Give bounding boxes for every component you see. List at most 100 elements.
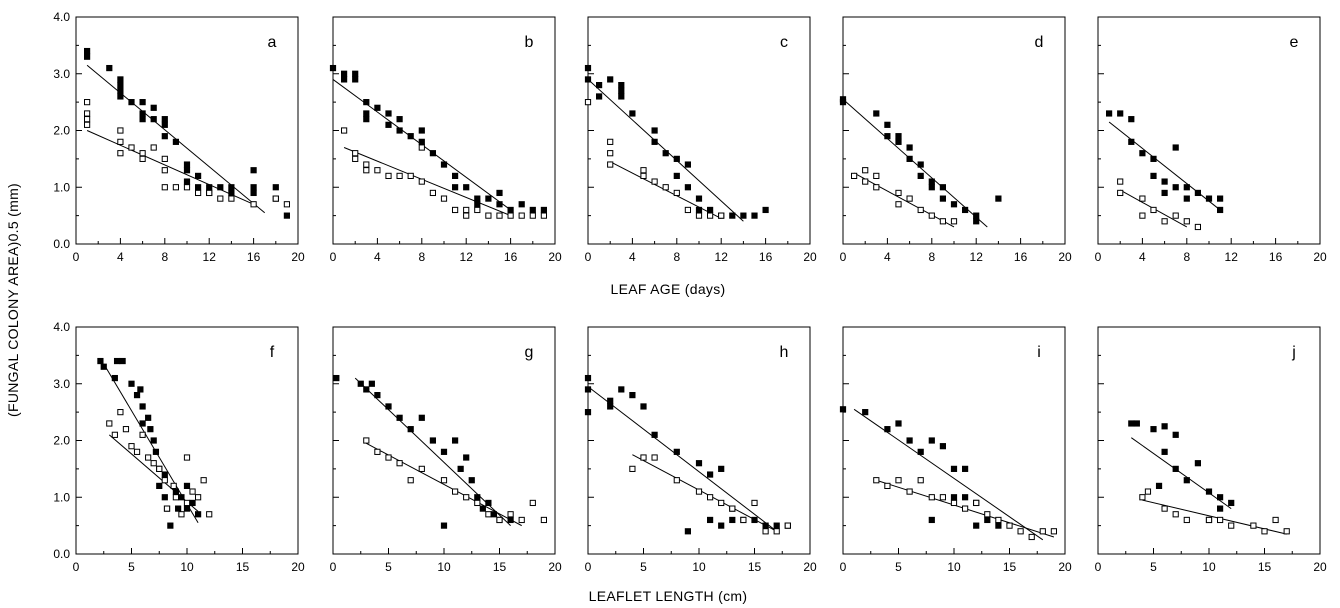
data-point-filled [1205,195,1213,202]
data-point-open [1172,212,1179,219]
data-point-filled [128,380,135,387]
data-point-open [662,184,669,191]
data-point-filled [684,528,691,535]
data-point-open [161,477,168,484]
data-point-filled [1217,206,1224,214]
data-point-filled [740,212,747,219]
data-point-filled [773,522,780,529]
data-point-open [374,167,381,174]
data-point-open [385,454,392,461]
data-point-filled [618,82,625,89]
x-tick-label: 8 [1183,250,1190,264]
data-point-open [1261,528,1268,535]
x-tick-label: 16 [1014,250,1028,264]
x-tick-label: 4 [1139,250,1146,264]
data-point-filled [518,201,525,208]
data-point-open [341,127,348,134]
data-point-open [474,499,481,507]
x-tick-label: 0 [585,250,592,264]
data-point-open [895,201,902,208]
data-point-open [1017,528,1024,535]
data-point-filled [584,409,592,416]
data-point-filled [333,374,340,382]
x-tick-label: 0 [1095,560,1102,574]
data-point-open [463,206,470,214]
x-tick-label: 4 [629,250,636,264]
data-point-filled [195,184,202,191]
regression-line [86,130,254,205]
panel-a: 0 4 8 12 16 20 0.0 1.0 2.0 3.0 4.0 a [53,10,305,264]
data-point-open [1161,505,1168,512]
data-point-filled [973,522,980,529]
data-point-filled [1183,195,1190,202]
data-point-open [928,494,935,501]
data-point-open [84,121,91,128]
data-point-open [1006,522,1013,529]
data-point-open [862,167,869,174]
data-point-filled [418,414,425,421]
data-point-open [128,443,135,450]
data-point-filled [479,505,486,512]
data-point-filled [183,167,191,174]
data-point-filled [995,522,1002,529]
data-point-open [718,212,725,219]
data-point-open [1039,528,1046,535]
x-tick-label: 4 [374,250,381,264]
data-point-filled [113,357,121,365]
data-point-filled [363,386,370,393]
data-point-filled [695,460,703,467]
data-point-filled [150,437,157,444]
data-point-filled [119,357,126,365]
data-point-filled [707,471,714,478]
x-tick-label: 5 [128,560,135,574]
x-tick-label: 5 [385,560,392,574]
data-point-open [440,477,448,484]
data-point-open [873,477,880,484]
x-tick-label: 20 [1058,560,1072,574]
data-point-open [729,505,736,512]
data-point-filled [662,150,669,157]
data-point-open [540,516,547,524]
data-point-filled [175,505,182,512]
data-point-open [1150,206,1157,214]
plot-frame [332,16,556,245]
data-point-filled [429,150,436,157]
data-point-filled [673,448,680,455]
data-point-filled [973,212,980,219]
data-point-filled [1150,172,1157,180]
data-point-filled [352,76,359,83]
series-filled [333,374,514,529]
data-point-filled [183,161,191,168]
series-filled [84,47,290,219]
data-point-filled [729,212,736,219]
data-point-filled [1150,155,1157,162]
data-point-filled [1150,426,1157,433]
x-tick-label: 10 [947,560,961,574]
data-point-open [540,212,547,219]
series-open [629,454,791,535]
plot-frame [75,16,299,245]
x-tick-label: 20 [1313,560,1327,574]
y-tick-label: 4.0 [53,320,70,334]
data-point-open [283,201,290,208]
data-point-open [217,195,224,202]
regression-line [587,386,778,532]
data-point-open [507,212,514,219]
data-point-open [1117,189,1124,197]
regression-line [632,454,777,532]
panel-c: 0 4 8 12 16 20 c [585,16,817,264]
data-point-open [873,172,880,180]
series-filled [839,96,1002,228]
data-point-open [773,528,780,535]
data-point-filled [139,116,146,123]
x-tick-label: 8 [161,250,168,264]
y-tick-label: 0.0 [53,237,70,251]
data-point-filled [618,93,625,100]
data-point-filled [1183,477,1190,484]
data-point-open [518,212,525,219]
data-point-filled [407,426,414,433]
data-point-filled [418,127,425,134]
data-point-filled [452,437,459,444]
data-point-open [374,448,381,455]
y-tick-label: 2.0 [53,434,70,448]
